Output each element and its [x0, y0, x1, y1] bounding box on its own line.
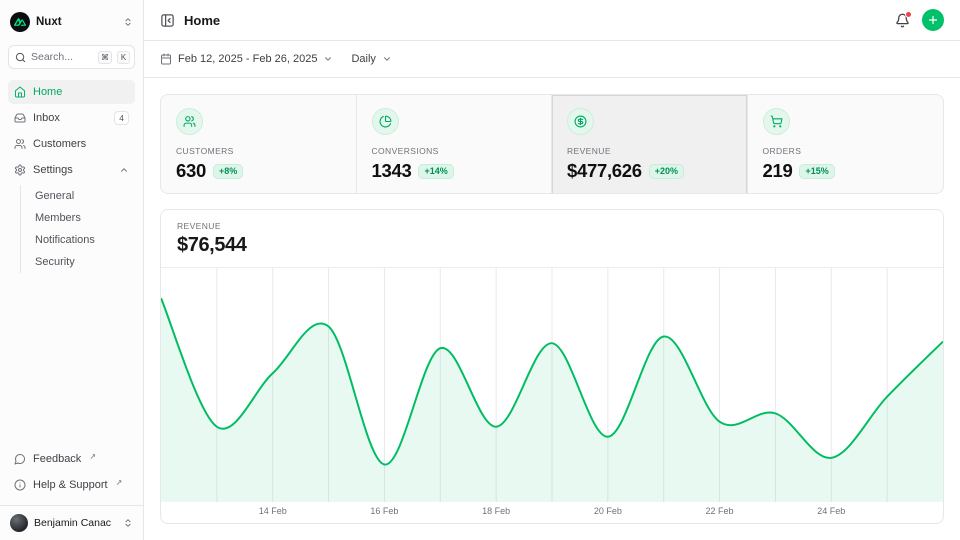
- stat-label: CONVERSIONS: [372, 146, 537, 156]
- chevron-down-icon: [382, 54, 392, 64]
- sidebar-item-customers[interactable]: Customers: [8, 132, 135, 156]
- kbd-cmd: ⌘: [98, 51, 112, 64]
- app-window: Nuxt Search... ⌘ K Home: [0, 0, 960, 540]
- avatar: [10, 514, 28, 532]
- sidebar-item-settings[interactable]: Settings: [8, 158, 135, 182]
- search-icon: [15, 52, 26, 63]
- message-bubble-icon: [14, 453, 26, 465]
- dollar-circle-icon: [567, 108, 594, 135]
- revenue-area-chart[interactable]: [161, 268, 943, 502]
- stat-value: 1343: [372, 160, 412, 182]
- chart-canvas: [161, 268, 943, 502]
- chevron-down-icon: [323, 54, 333, 64]
- revenue-chart-card: REVENUE $76,544 14 Feb 16 Feb 18 Feb 20 Feb…: [160, 209, 944, 524]
- stats-row: CUSTOMERS 630 +8% CONVERSIONS 1343 +14%: [160, 94, 944, 194]
- stat-change-badge: +8%: [213, 164, 243, 179]
- sidebar-item-label: Inbox: [33, 112, 60, 124]
- help-support-link[interactable]: Help & Support ↗: [8, 473, 135, 497]
- stat-change-badge: +14%: [418, 164, 453, 179]
- info-circle-icon: [14, 479, 26, 491]
- stat-value: $477,626: [567, 160, 642, 182]
- nuxt-logo-icon: [10, 12, 30, 32]
- stat-change-badge: +20%: [649, 164, 684, 179]
- users-icon: [14, 138, 26, 150]
- x-axis-labels: 14 Feb 16 Feb 18 Feb 20 Feb 22 Feb 24 Feb: [161, 502, 943, 523]
- x-axis-tick-label: 14 Feb: [259, 506, 287, 516]
- filter-bar: Feb 12, 2025 - Feb 26, 2025 Daily: [144, 41, 960, 78]
- settings-submenu: General Members Notifications Security: [20, 185, 135, 273]
- sidebar-item-home[interactable]: Home: [8, 80, 135, 104]
- main-area: Home Feb 12, 2025 - Feb 26, 2025: [144, 0, 960, 540]
- feedback-label: Feedback: [33, 453, 81, 465]
- search-input[interactable]: Search... ⌘ K: [8, 45, 135, 69]
- stat-card-customers[interactable]: CUSTOMERS 630 +8%: [161, 95, 357, 194]
- external-link-icon: ↗: [89, 452, 96, 461]
- feedback-link[interactable]: Feedback ↗: [8, 447, 135, 471]
- user-name: Benjamin Canac: [34, 517, 117, 529]
- sidebar-item-label: Settings: [33, 164, 73, 176]
- unfold-chevrons-icon: [123, 518, 133, 528]
- date-range-picker[interactable]: Feb 12, 2025 - Feb 26, 2025: [160, 53, 333, 65]
- user-menu[interactable]: Benjamin Canac: [0, 505, 143, 540]
- sidebar-item-label: Customers: [33, 138, 86, 150]
- add-button[interactable]: [922, 9, 944, 31]
- notifications-bell-icon[interactable]: [895, 13, 910, 28]
- stat-value: 630: [176, 160, 206, 182]
- stat-value: 219: [763, 160, 793, 182]
- collapse-sidebar-icon[interactable]: [160, 13, 175, 28]
- chevron-up-icon: [119, 165, 129, 175]
- stat-label: REVENUE: [567, 146, 732, 156]
- sidebar-item-general[interactable]: General: [21, 185, 135, 207]
- sidebar-item-inbox[interactable]: Inbox 4: [8, 106, 135, 130]
- page-title: Home: [184, 13, 220, 28]
- stat-change-badge: +15%: [799, 164, 834, 179]
- topbar: Home: [144, 0, 960, 41]
- sidebar-footer: Feedback ↗ Help & Support ↗: [8, 447, 135, 503]
- x-axis-tick-label: 16 Feb: [370, 506, 398, 516]
- workspace-name: Nuxt: [36, 16, 117, 28]
- stat-label: ORDERS: [763, 146, 929, 156]
- help-support-label: Help & Support: [33, 479, 108, 491]
- sidebar-nav: Home Inbox 4 Customers Settings: [8, 80, 135, 274]
- sidebar-item-security[interactable]: Security: [21, 251, 135, 273]
- x-axis-tick-label: 20 Feb: [594, 506, 622, 516]
- calendar-icon: [160, 53, 172, 65]
- search-placeholder: Search...: [31, 51, 93, 63]
- chart-header: REVENUE $76,544: [161, 210, 943, 268]
- x-axis-tick-label: 24 Feb: [817, 506, 845, 516]
- granularity-select[interactable]: Daily: [351, 53, 391, 65]
- notification-dot: [905, 11, 912, 18]
- date-range-label: Feb 12, 2025 - Feb 26, 2025: [178, 53, 317, 65]
- shopping-cart-icon: [763, 108, 790, 135]
- users-icon: [176, 108, 203, 135]
- inbox-count-badge: 4: [114, 111, 129, 125]
- content: CUSTOMERS 630 +8% CONVERSIONS 1343 +14%: [144, 78, 960, 540]
- kbd-k: K: [117, 51, 130, 64]
- inbox-icon: [14, 112, 26, 124]
- sidebar-item-members[interactable]: Members: [21, 207, 135, 229]
- granularity-label: Daily: [351, 53, 375, 65]
- workspace-switcher[interactable]: Nuxt: [8, 10, 135, 34]
- sidebar: Nuxt Search... ⌘ K Home: [0, 0, 144, 540]
- x-axis-tick-label: 18 Feb: [482, 506, 510, 516]
- stat-card-conversions[interactable]: CONVERSIONS 1343 +14%: [357, 95, 553, 194]
- pie-chart-icon: [372, 108, 399, 135]
- x-axis-tick-label: 22 Feb: [706, 506, 734, 516]
- stat-card-revenue[interactable]: REVENUE $477,626 +20%: [552, 95, 748, 194]
- gear-icon: [14, 164, 26, 176]
- chart-metric-value: $76,544: [177, 234, 927, 257]
- external-link-icon: ↗: [116, 478, 123, 487]
- stat-label: CUSTOMERS: [176, 146, 341, 156]
- sidebar-item-label: Home: [33, 86, 62, 98]
- stat-card-orders[interactable]: ORDERS 219 +15%: [748, 95, 944, 194]
- topbar-actions: [895, 9, 944, 31]
- sidebar-item-notifications[interactable]: Notifications: [21, 229, 135, 251]
- chart-metric-label: REVENUE: [177, 221, 927, 231]
- unfold-chevrons-icon: [123, 17, 133, 27]
- home-icon: [14, 86, 26, 98]
